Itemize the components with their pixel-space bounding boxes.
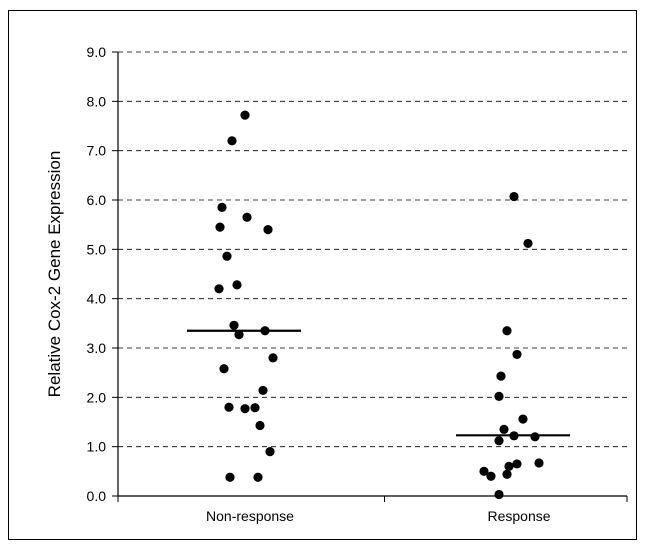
data-point: [530, 432, 540, 442]
data-point: [523, 238, 533, 249]
data-point: [502, 469, 512, 479]
data-point: [217, 202, 227, 212]
data-point: [227, 136, 237, 146]
data-point: [534, 458, 544, 468]
data-point: [232, 280, 242, 290]
y-tick-label: 8.0: [87, 93, 107, 109]
data-point: [494, 436, 504, 446]
data-point: [255, 420, 265, 431]
median-lines: [187, 329, 570, 437]
data-point: [219, 364, 229, 374]
data-points: [214, 110, 544, 500]
data-point: [258, 385, 268, 396]
y-tick-label: 1.0: [87, 439, 107, 455]
y-axis-ticks: 0.0 1.0 2.0 3.0 4.0 5.0 6.0 7.0 8.0 9.0: [87, 44, 118, 504]
y-tick-label: 0.0: [87, 488, 107, 504]
y-tick-label: 6.0: [87, 192, 107, 208]
data-point: [509, 191, 519, 202]
data-point: [494, 489, 504, 500]
data-point: [234, 330, 244, 340]
x-axis-ticks: Non-response Response: [117, 496, 628, 524]
data-point: [486, 471, 496, 481]
data-point: [512, 349, 522, 360]
data-point: [268, 353, 278, 363]
data-point: [214, 284, 224, 294]
data-point: [512, 459, 522, 469]
chart-frame: [8, 10, 637, 540]
data-point: [215, 222, 225, 232]
x-tick-label: Non-response: [206, 508, 294, 524]
data-point: [518, 414, 528, 424]
data-point: [225, 472, 235, 482]
data-point: [229, 320, 239, 330]
y-tick-label: 9.0: [87, 44, 107, 60]
data-point: [263, 225, 273, 235]
data-point: [250, 403, 260, 413]
data-point: [504, 461, 514, 471]
data-point: [240, 110, 250, 120]
data-point: [224, 402, 234, 412]
y-tick-label: 2.0: [87, 389, 107, 405]
data-point: [496, 371, 506, 381]
y-axis-label: Relative Cox-2 Gene Expression: [45, 151, 64, 398]
x-tick-label: Response: [487, 508, 550, 524]
y-tick-label: 4.0: [87, 291, 107, 307]
data-point: [253, 472, 263, 482]
data-point: [242, 212, 252, 222]
y-tick-label: 3.0: [87, 340, 107, 356]
data-point: [222, 251, 232, 261]
data-point: [479, 466, 489, 476]
y-tick-label: 5.0: [87, 241, 107, 257]
data-point: [265, 447, 275, 457]
y-tick-label: 7.0: [87, 143, 107, 159]
data-point: [240, 404, 250, 414]
data-point: [502, 326, 512, 336]
data-point: [494, 391, 504, 401]
grid-lines: [118, 51, 627, 448]
data-point: [499, 424, 509, 434]
